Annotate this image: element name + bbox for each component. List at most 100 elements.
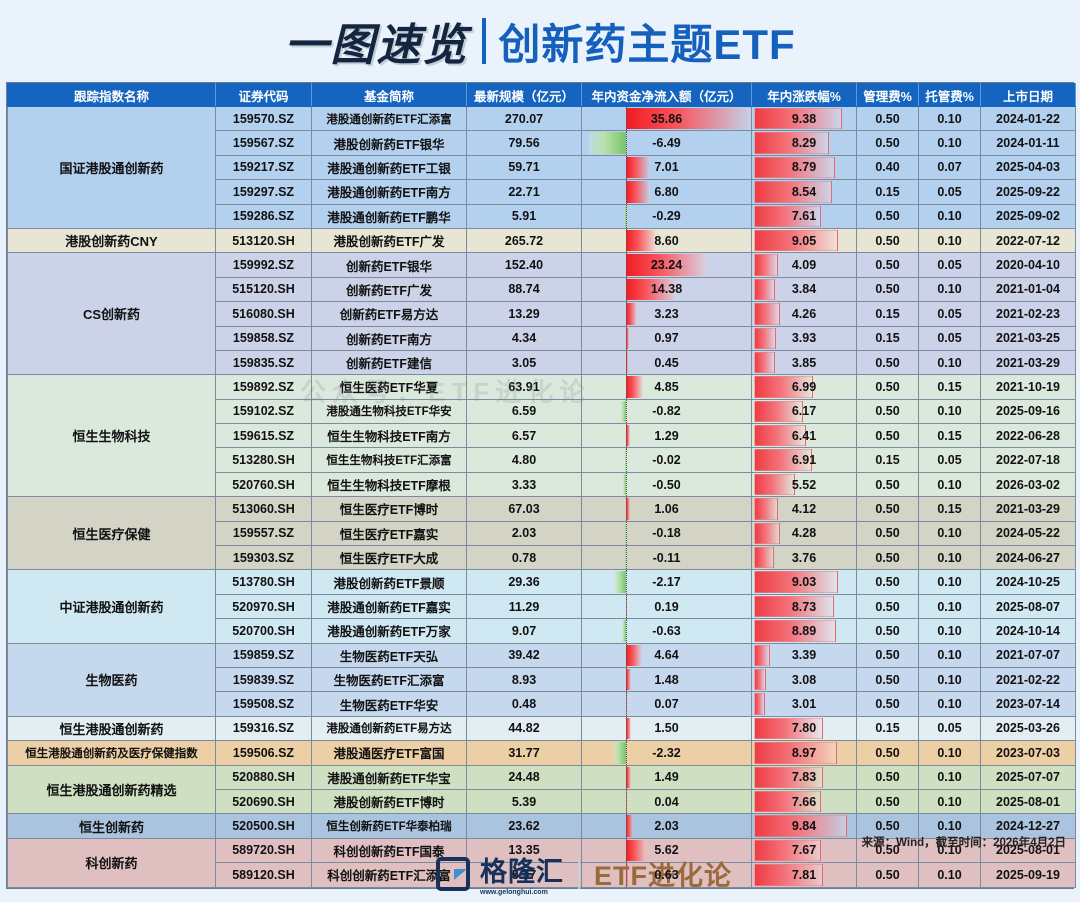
security-code: 159859.SZ xyxy=(215,642,312,668)
management-fee: 0.15 xyxy=(856,325,919,351)
zero-line xyxy=(625,351,628,374)
security-code: 515120.SH xyxy=(215,276,312,303)
col-scale[interactable]: 最新规模（亿元） xyxy=(466,83,582,107)
table-row[interactable]: 恒生港股通创新药及医疗保健指数 159506.SZ 港股通医疗ETF富国 31.77 -… xyxy=(7,740,1076,766)
ytd-change-value: 7.81 xyxy=(791,867,817,882)
ytd-change-value: 8.97 xyxy=(791,745,817,760)
index-group-name: 恒生港股通创新药及医疗保健指数 xyxy=(7,740,216,766)
security-code: 159102.SZ xyxy=(215,398,312,425)
brand-lockup: 格隆汇 www.gelonghui.com ETF进化论 xyxy=(436,850,732,897)
management-fee: 0.50 xyxy=(856,203,919,229)
table-row[interactable]: 恒生生物科技 159892.SZ 恒生医药ETF华夏 63.91 4.85 6.99 0.5… xyxy=(7,374,1076,498)
security-code: 159567.SZ xyxy=(215,130,312,156)
ytd-change-value: 9.03 xyxy=(791,575,817,590)
net-flow-cell: 1.49 xyxy=(581,764,752,790)
security-code: 513280.SH xyxy=(215,447,312,473)
net-flow-cell: -0.63 xyxy=(581,618,752,644)
col-code[interactable]: 证券代码 xyxy=(215,83,312,107)
brand-divider xyxy=(578,858,580,889)
table-row[interactable]: 恒生港股通创新药精选 520880.SH 港股通创新药ETF华宝 24.48 1.49 7… xyxy=(7,764,1076,815)
table-row[interactable]: 516080.SH 创新药ETF易方达 13.29 3.23 4.26 0.15 0.05 2… xyxy=(7,301,1076,327)
col-net-flow[interactable]: 年内资金净流入额（亿元） xyxy=(581,83,752,107)
net-flow-cell: -0.29 xyxy=(581,203,752,229)
table-row[interactable]: 国证港股通创新药 159570.SZ 港股通创新药ETF汇添富 270.07 35.86… xyxy=(7,105,1076,229)
management-fee: 0.50 xyxy=(856,130,919,156)
table-row[interactable]: 恒生创新药 520500.SH 恒生创新药ETF华泰柏瑞 23.62 2.03 9.84 0… xyxy=(7,813,1076,839)
table-row[interactable]: 恒生医疗保健 513060.SH 恒生医疗ETF博时 67.03 1.06 4.12 0.5… xyxy=(7,496,1076,571)
col-fund-name[interactable]: 基金简称 xyxy=(311,83,467,107)
table-row[interactable]: 589120.SH 科创创新药ETF汇添富 5.37 0.63 7.81 0.50 0.10… xyxy=(7,862,1076,888)
etf-table: 跟踪指数名称 证券代码 基金简称 最新规模（亿元） 年内资金净流入额（亿元） 年… xyxy=(7,83,1076,888)
net-flow-value: -0.11 xyxy=(652,550,681,565)
listing-date: 2025-03-26 xyxy=(980,715,1076,742)
security-code: 516080.SH xyxy=(215,301,312,327)
management-fee: 0.50 xyxy=(856,593,919,620)
source-note: 来源：Wind，截至时间：2026年4月2日 xyxy=(861,837,1066,849)
table-row[interactable]: 港股创新药CNY 513120.SH 港股创新药ETF广发 265.72 8.60 9.0… xyxy=(7,227,1076,254)
security-code: 159892.SZ xyxy=(215,374,312,400)
net-flow-cell: 4.85 xyxy=(581,374,752,400)
security-code: 513120.SH xyxy=(215,227,312,254)
security-code: 520880.SH xyxy=(215,764,312,790)
listing-date: 2025-09-16 xyxy=(980,398,1076,425)
ytd-change-value: 7.66 xyxy=(791,794,817,809)
table-row[interactable]: 生物医药 159859.SZ 生物医药ETF天弘 39.42 4.64 3.39 0.50 0… xyxy=(7,642,1076,717)
latest-scale: 13.29 xyxy=(466,301,582,327)
table-row[interactable]: 159835.SZ 创新药ETF建信 3.05 0.45 3.85 0.50 0.10 202… xyxy=(7,349,1076,376)
management-fee: 0.50 xyxy=(856,349,919,376)
security-code: 589720.SH xyxy=(215,837,312,864)
net-flow-value: 1.29 xyxy=(654,428,679,443)
ytd-change-value: 8.29 xyxy=(791,136,817,151)
custody-fee: 0.10 xyxy=(918,130,981,156)
ytd-change-value: 3.01 xyxy=(791,697,817,712)
listing-date: 2026-03-02 xyxy=(980,471,1076,498)
table-row[interactable]: 159567.SZ 港股创新药ETF银华 79.56 -6.49 8.29 0.50 0.1… xyxy=(7,130,1076,156)
net-flow-value: 8.60 xyxy=(654,233,679,248)
management-fee: 0.50 xyxy=(856,642,919,668)
table-header-row: 跟踪指数名称 证券代码 基金简称 最新规模（亿元） 年内资金净流入额（亿元） 年… xyxy=(7,83,1076,107)
zero-line xyxy=(625,546,628,569)
table-row[interactable]: CS创新药 159992.SZ 创新药ETF银华 152.40 23.24 4.09 0.5… xyxy=(7,252,1076,376)
net-flow-cell: 1.06 xyxy=(581,496,752,522)
security-code: 159303.SZ xyxy=(215,545,312,571)
fund-short-name: 港股通创新药ETF万家 xyxy=(311,618,467,644)
net-flow-cell: 23.24 xyxy=(581,252,752,278)
net-flow-value: -2.17 xyxy=(652,575,681,590)
col-listing-date[interactable]: 上市日期 xyxy=(980,83,1076,107)
table-row[interactable]: 520700.SH 港股通创新药ETF万家 9.07 -0.63 8.89 0.50 0.1… xyxy=(7,618,1076,644)
col-index-name[interactable]: 跟踪指数名称 xyxy=(7,83,216,107)
custody-fee: 0.05 xyxy=(918,252,981,278)
table-row[interactable]: 科创新药 589720.SH 科创创新药ETF国泰 13.35 5.62 7.67 0.50… xyxy=(7,837,1076,888)
table-row[interactable]: 中证港股通创新药 513780.SH 港股创新药ETF景顺 29.36 -2.17 9.0… xyxy=(7,569,1076,644)
col-mgmt-fee[interactable]: 管理费% xyxy=(856,83,919,107)
security-code: 159570.SZ xyxy=(215,105,312,132)
net-flow-value: 0.04 xyxy=(654,794,679,809)
fund-short-name: 恒生生物科技ETF南方 xyxy=(311,423,467,449)
latest-scale: 4.34 xyxy=(466,325,582,351)
table-row[interactable]: 恒生港股通创新药 159316.SZ 港股通创新药ETF易方达 44.82 1.50 7.… xyxy=(7,715,1076,742)
latest-scale: 23.62 xyxy=(466,813,582,839)
custody-fee: 0.10 xyxy=(918,642,981,668)
listing-date: 2022-07-18 xyxy=(980,447,1076,473)
fund-short-name: 科创创新药ETF汇添富 xyxy=(311,862,467,888)
listing-date: 2020-04-10 xyxy=(980,252,1076,278)
ytd-change-cell: 9.05 xyxy=(751,227,857,254)
col-custody-fee[interactable]: 托管费% xyxy=(918,83,981,107)
fund-short-name: 港股通生物科技ETF华安 xyxy=(311,398,467,425)
security-code: 159217.SZ xyxy=(215,154,312,181)
table-row[interactable]: 159839.SZ 生物医药ETF汇添富 8.93 1.48 3.08 0.50 0.10 2… xyxy=(7,666,1076,693)
latest-scale: 31.77 xyxy=(466,740,582,766)
fund-short-name: 港股通创新药ETF易方达 xyxy=(311,715,467,742)
net-flow-value: 1.49 xyxy=(654,770,679,785)
zero-line xyxy=(625,619,628,643)
management-fee: 0.50 xyxy=(856,837,919,864)
management-fee: 0.15 xyxy=(856,301,919,327)
ytd-change-value: 7.61 xyxy=(791,209,817,224)
listing-date: 2024-10-25 xyxy=(980,569,1076,595)
zero-line xyxy=(625,205,628,228)
title-sub: 创新药主题ETF xyxy=(498,20,796,68)
col-ytd-change[interactable]: 年内涨跌幅% xyxy=(751,83,857,107)
management-fee: 0.50 xyxy=(856,691,919,717)
ytd-change-value: 9.38 xyxy=(791,111,817,126)
security-code: 520500.SH xyxy=(215,813,312,839)
